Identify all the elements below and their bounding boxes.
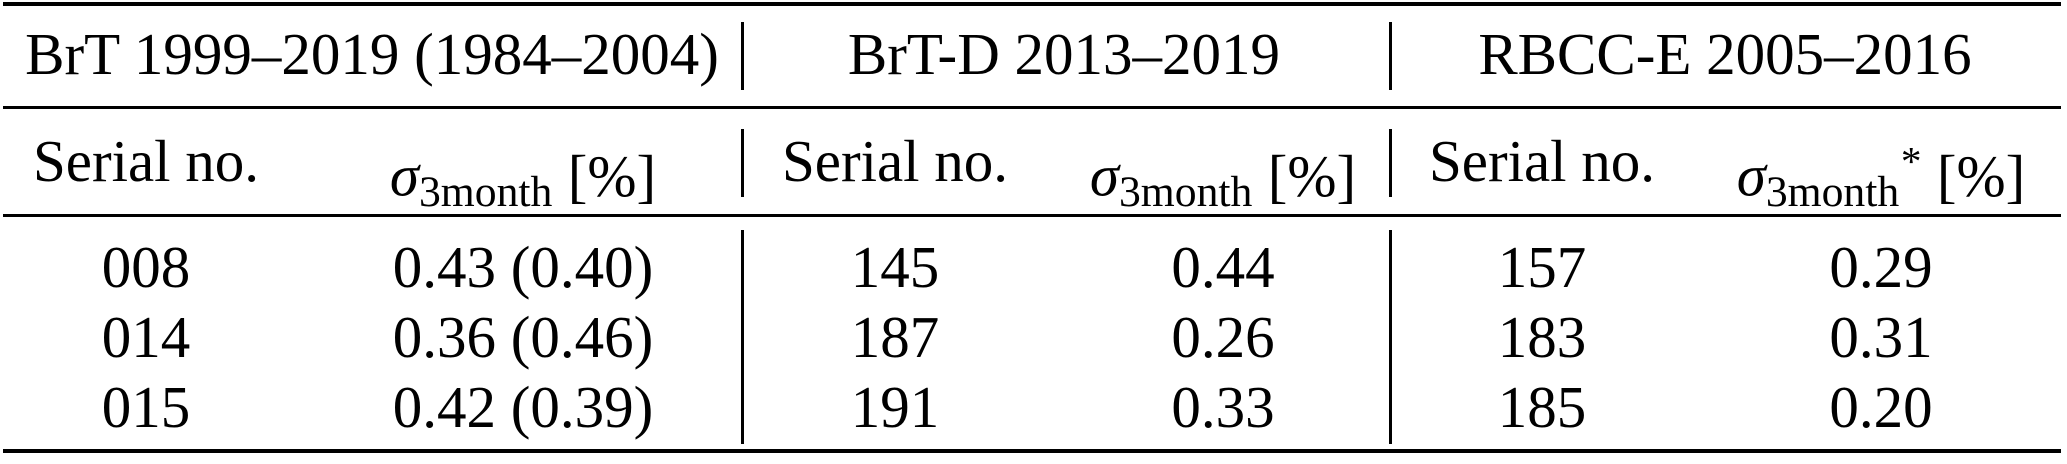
cell-sigma-value: 0.42 (0.39) bbox=[392, 374, 654, 440]
group-separator-2-header bbox=[1389, 129, 1392, 197]
table-rule-top bbox=[3, 2, 2061, 6]
header-sigma-3month-group3: σ3month* [%] bbox=[1737, 109, 2026, 245]
sigma-unit: [%] bbox=[1267, 142, 1357, 209]
header-serial-no-group3: Serial no. bbox=[1428, 128, 1656, 194]
table-rule-bottom bbox=[3, 449, 2061, 453]
cell-sigma-value: 0.44 bbox=[1171, 234, 1275, 300]
group-separator-2-title bbox=[1389, 22, 1392, 90]
sigma-subscript: 3month bbox=[1118, 168, 1253, 217]
header-sigma-3month-group1: σ3month [%] bbox=[390, 109, 656, 245]
cell-serial: 191 bbox=[850, 374, 940, 440]
group-separator-2-body bbox=[1389, 230, 1392, 444]
group-title-brt-d: BrT-D 2013–2019 bbox=[847, 21, 1281, 87]
group-separator-1-title bbox=[741, 22, 744, 90]
sigma-subscript: 3month bbox=[418, 168, 553, 217]
group-title-brt: BrT 1999–2019 (1984–2004) bbox=[25, 21, 719, 87]
sigma-symbol: σ bbox=[1736, 142, 1766, 209]
cell-serial: 157 bbox=[1497, 234, 1587, 300]
group-separator-1-body bbox=[741, 230, 744, 444]
cell-sigma-value: 0.36 (0.46) bbox=[392, 304, 654, 370]
header-serial-no-group2: Serial no. bbox=[781, 128, 1009, 194]
cell-serial: 014 bbox=[101, 304, 191, 370]
sigma-unit: [%] bbox=[567, 142, 657, 209]
cell-serial: 183 bbox=[1497, 304, 1587, 370]
cell-sigma-value: 0.26 bbox=[1171, 304, 1275, 370]
sigma-unit: [%] bbox=[1936, 142, 2026, 209]
cell-sigma-value: 0.33 bbox=[1171, 374, 1275, 440]
cell-sigma-value: 0.29 bbox=[1829, 234, 1933, 300]
header-sigma-3month-group2: σ3month [%] bbox=[1090, 109, 1356, 245]
sigma-symbol: σ bbox=[1089, 142, 1119, 209]
cell-sigma-value: 0.43 (0.40) bbox=[392, 234, 654, 300]
table-rule-below-headers bbox=[3, 214, 2061, 217]
group-title-rbcc-e: RBCC-E 2005–2016 bbox=[1478, 21, 1972, 87]
cell-sigma-value: 0.20 bbox=[1829, 374, 1933, 440]
sigma-symbol: σ bbox=[389, 142, 419, 209]
cell-serial: 185 bbox=[1497, 374, 1587, 440]
header-serial-no-group1: Serial no. bbox=[32, 128, 260, 194]
table-rule-below-titles bbox=[3, 106, 2061, 109]
cell-serial: 015 bbox=[101, 374, 191, 440]
cell-sigma-value: 0.31 bbox=[1829, 304, 1933, 370]
cell-serial: 187 bbox=[850, 304, 940, 370]
group-separator-1-header bbox=[741, 129, 744, 197]
sigma-superscript-star: * bbox=[1900, 138, 1922, 184]
cell-serial: 008 bbox=[101, 234, 191, 300]
cell-serial: 145 bbox=[850, 234, 940, 300]
sigma-subscript: 3month bbox=[1765, 168, 1900, 217]
